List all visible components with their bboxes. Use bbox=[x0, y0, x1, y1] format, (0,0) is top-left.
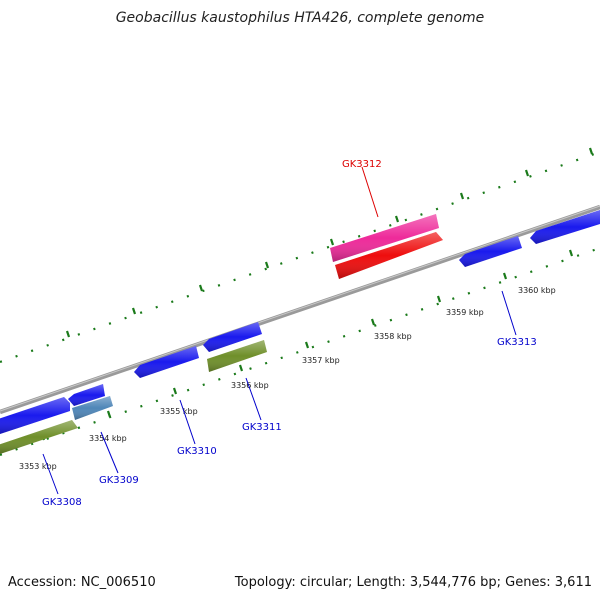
leader-line bbox=[245, 377, 262, 421]
genome-map: 3353 kbp 3354 kbp 3355 kbp 3356 kbp 3357… bbox=[0, 147, 600, 508]
tick-mark bbox=[588, 147, 594, 155]
tick-mark bbox=[198, 284, 204, 292]
kbp-label: 3355 kbp bbox=[160, 407, 198, 416]
kbp-label: 3358 kbp bbox=[374, 332, 412, 341]
tick-mark bbox=[172, 387, 178, 395]
tick-mark bbox=[436, 295, 442, 303]
tick-mark bbox=[329, 238, 335, 246]
gene-label-gk3309[interactable]: GK3309 bbox=[99, 475, 139, 486]
accession-text: Accession: NC_006510 bbox=[8, 575, 156, 590]
kbp-label: 3354 kbp bbox=[89, 434, 127, 443]
gene-feature-gk3312[interactable] bbox=[330, 214, 443, 279]
gene-blocks bbox=[0, 210, 600, 454]
inner-tick-row bbox=[0, 246, 600, 457]
gene-feature-gk3309[interactable] bbox=[68, 384, 113, 420]
kbp-label: 3360 kbp bbox=[518, 286, 556, 295]
tick-mark bbox=[131, 307, 137, 315]
leader-line bbox=[501, 290, 517, 336]
gene-label-gk3310[interactable]: GK3310 bbox=[177, 446, 217, 457]
tick-mark bbox=[304, 341, 310, 349]
tick-mark bbox=[502, 272, 508, 280]
gene-label-gk3312[interactable]: GK3312 bbox=[342, 159, 382, 170]
gene-label-gk3308[interactable]: GK3308 bbox=[42, 497, 82, 508]
genome-backbone bbox=[0, 204, 600, 415]
major-ticks bbox=[40, 147, 594, 441]
tick-mark bbox=[394, 215, 400, 223]
genome-title: Geobacillus kaustophilus HTA426, complet… bbox=[116, 10, 485, 26]
genome-summary-text: Topology: circular; Length: 3,544,776 bp… bbox=[234, 575, 592, 590]
leader-lines bbox=[42, 166, 517, 495]
leader-line bbox=[100, 431, 119, 474]
leader-line bbox=[179, 399, 196, 445]
tick-mark bbox=[568, 249, 574, 257]
gene-feature-gk3313[interactable] bbox=[459, 210, 600, 267]
leader-line bbox=[42, 453, 59, 495]
tick-mark bbox=[524, 169, 530, 177]
leader-line bbox=[361, 166, 379, 218]
kbp-label: 3359 kbp bbox=[446, 308, 484, 317]
tick-mark bbox=[459, 192, 465, 200]
gene-label-gk3311[interactable]: GK3311 bbox=[242, 422, 282, 433]
tick-mark bbox=[370, 318, 376, 326]
gene-label-gk3313[interactable]: GK3313 bbox=[497, 337, 537, 348]
tick-mark bbox=[65, 330, 71, 338]
gene-feature-gk3311[interactable] bbox=[203, 322, 267, 372]
gene-feature-gk3308[interactable] bbox=[0, 397, 78, 454]
kbp-label: 3356 kbp bbox=[231, 381, 269, 390]
gene-feature-gk3310[interactable] bbox=[134, 346, 199, 378]
tick-mark bbox=[264, 261, 270, 269]
tick-mark bbox=[238, 364, 244, 372]
kbp-label: 3357 kbp bbox=[302, 356, 340, 365]
kbp-label: 3353 kbp bbox=[19, 462, 57, 471]
outer-tick-row bbox=[0, 150, 600, 364]
tick-mark bbox=[106, 410, 112, 418]
